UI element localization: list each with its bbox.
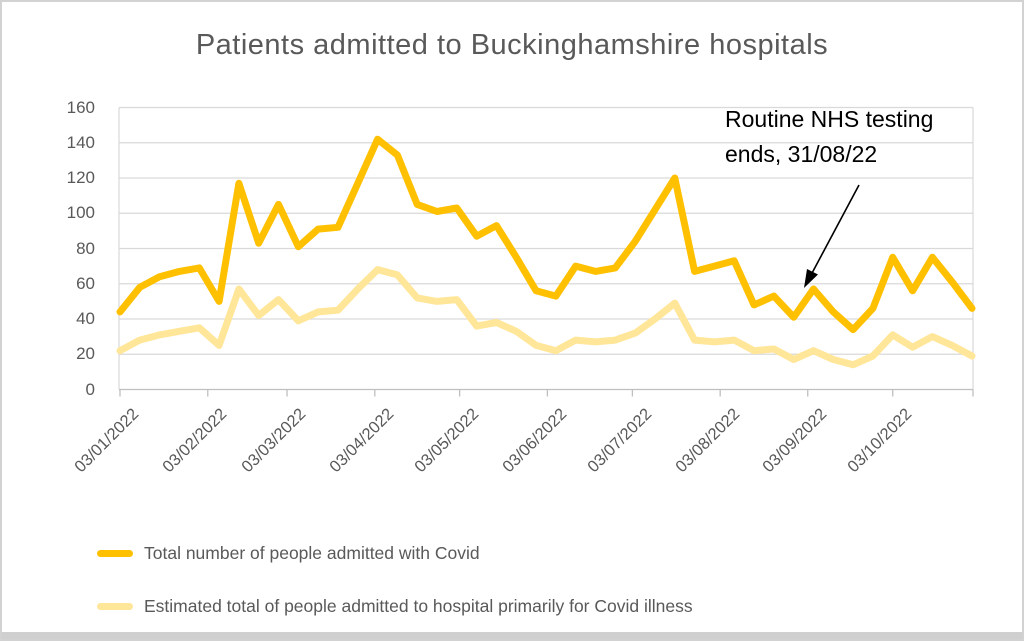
- series-line-estimated-primary: [116, 266, 976, 369]
- y-axis-label: 20: [76, 344, 95, 364]
- legend-label-estimated: Estimated total of people admitted to ho…: [144, 595, 693, 616]
- annotation-text: Routine NHS testing ends, 31/08/22: [725, 102, 933, 172]
- annotation-line-1: Routine NHS testing: [725, 106, 934, 132]
- legend-swatch-estimated: [97, 602, 133, 610]
- annotation-line-2: ends, 31/08/22: [725, 141, 878, 167]
- y-axis-label: 60: [76, 273, 95, 293]
- y-axis-label: 80: [76, 238, 95, 258]
- y-axis-label: 0: [85, 379, 95, 399]
- annotation-arrowhead: [804, 269, 818, 288]
- y-axis-label: 160: [66, 97, 95, 117]
- series-line-total-admitted: [116, 135, 976, 334]
- legend-label-total: Total number of people admitted with Cov…: [144, 542, 480, 563]
- legend-item-estimated: Estimated total of people admitted to ho…: [97, 594, 693, 618]
- window-bottom-bar: [2, 632, 1022, 639]
- legend-item-total: Total number of people admitted with Cov…: [97, 541, 480, 565]
- legend-swatch-total: [97, 549, 133, 557]
- chart-title: Patients admitted to Buckinghamshire hos…: [195, 29, 829, 61]
- annotation-arrow: [810, 184, 860, 276]
- y-axis-label: 120: [66, 168, 95, 187]
- y-axis-label: 40: [76, 309, 95, 328]
- y-axis-label: 140: [66, 132, 95, 152]
- y-axis-label: 100: [66, 203, 95, 223]
